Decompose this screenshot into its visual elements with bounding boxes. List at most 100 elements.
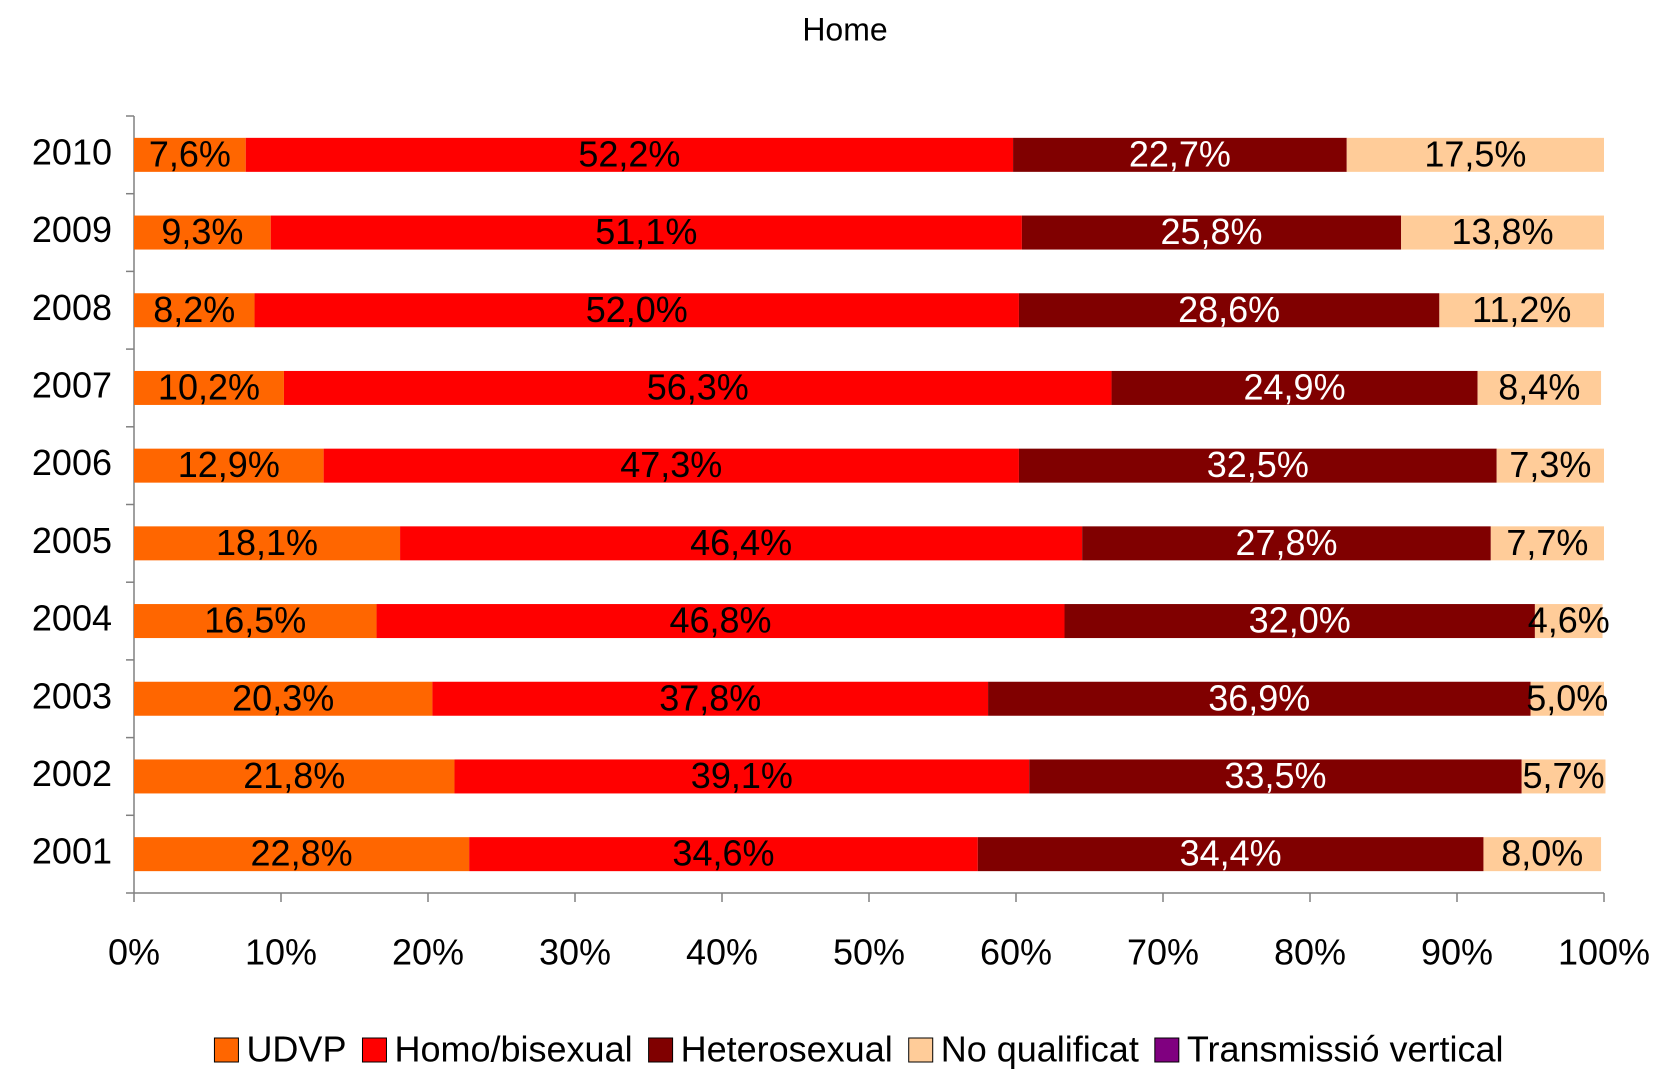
x-tick-label: 70% [1127, 932, 1199, 973]
data-label: 36,9% [1208, 677, 1310, 718]
bar-segment [134, 448, 324, 483]
data-label: 8,4% [1498, 366, 1580, 407]
legend-label: No qualificat [941, 1029, 1139, 1070]
bar-segment [270, 215, 1022, 250]
y-tick-label: 2005 [32, 520, 112, 561]
bar-segment [254, 293, 1019, 328]
legend-swatch [1154, 1037, 1180, 1063]
chart-title: Home [802, 11, 887, 47]
data-label: 17,5% [1424, 133, 1526, 174]
data-label: 20,3% [232, 677, 334, 718]
y-tick-label: 2008 [32, 287, 112, 328]
data-label: 32,5% [1207, 444, 1309, 485]
data-label: 22,7% [1129, 133, 1231, 174]
x-tick-label: 60% [980, 932, 1052, 973]
y-tick-label: 2002 [32, 753, 112, 794]
legend-label: Heterosexual [681, 1029, 893, 1070]
legend-swatch [908, 1037, 934, 1063]
data-label: 18,1% [216, 522, 318, 563]
legend-swatch [213, 1037, 239, 1063]
bar-segment [1013, 137, 1347, 172]
data-label: 47,3% [620, 444, 722, 485]
bar-segment [134, 604, 377, 639]
data-label: 7,7% [1506, 522, 1588, 563]
y-tick-label: 2003 [32, 675, 112, 716]
data-label: 8,2% [153, 289, 235, 330]
data-label: 5,0% [1526, 677, 1608, 718]
data-label: 12,9% [178, 444, 280, 485]
bar-segment [376, 604, 1065, 639]
bar-segment [1029, 759, 1522, 794]
bar-segment [988, 681, 1531, 716]
data-label: 16,5% [204, 600, 306, 641]
bar-segment [134, 293, 255, 328]
y-tick-label: 2006 [32, 442, 112, 483]
data-label: 33,5% [1224, 755, 1326, 796]
data-label: 22,8% [251, 833, 353, 874]
bar-segment [1483, 837, 1602, 872]
bar-segment [1401, 215, 1604, 250]
bar-segment [283, 370, 1112, 405]
bar-segment [1521, 759, 1606, 794]
x-tick-label: 100% [1558, 932, 1650, 973]
bar-segment [1111, 370, 1478, 405]
bar-segment [134, 681, 433, 716]
data-label: 10,2% [158, 366, 260, 407]
data-label: 46,4% [690, 522, 792, 563]
data-label: 8,0% [1501, 833, 1583, 874]
x-tick-label: 50% [833, 932, 905, 973]
data-label: 9,3% [161, 211, 243, 252]
data-label: 52,0% [586, 289, 688, 330]
data-label: 32,0% [1249, 600, 1351, 641]
bar-segment [432, 681, 989, 716]
data-label: 52,2% [578, 133, 680, 174]
bar-segment [1496, 448, 1604, 483]
data-label: 13,8% [1452, 211, 1554, 252]
x-tick-label: 80% [1274, 932, 1346, 973]
y-tick-label: 2001 [32, 831, 112, 872]
y-tick-label: 2004 [32, 598, 112, 639]
legend-label: Transmissió vertical [1187, 1029, 1504, 1070]
data-label: 25,8% [1160, 211, 1262, 252]
legend-swatch [648, 1037, 674, 1063]
legend-label: Homo/bisexual [394, 1029, 632, 1070]
bar-segment [323, 448, 1019, 483]
bar-segment [469, 837, 978, 872]
bar-segment [1534, 604, 1603, 639]
x-tick-label: 30% [539, 932, 611, 973]
y-tick-label: 2007 [32, 364, 112, 405]
bar-segment [454, 759, 1030, 794]
data-label: 28,6% [1178, 289, 1280, 330]
data-label: 51,1% [595, 211, 697, 252]
bar-segment [1021, 215, 1402, 250]
bar-segment [1018, 293, 1440, 328]
y-tick-label: 2010 [32, 131, 112, 172]
data-label: 34,4% [1180, 833, 1282, 874]
x-tick-label: 40% [686, 932, 758, 973]
legend-label: UDVP [246, 1029, 346, 1070]
bar-segment [1018, 448, 1497, 483]
bar-segment [977, 837, 1484, 872]
data-label: 7,6% [149, 133, 231, 174]
bar-segment [1082, 526, 1491, 561]
data-label: 5,7% [1523, 755, 1605, 796]
data-label: 34,6% [672, 833, 774, 874]
bar-segment [245, 137, 1014, 172]
bar-segment [134, 137, 246, 172]
data-label: 21,8% [243, 755, 345, 796]
data-label: 27,8% [1235, 522, 1337, 563]
x-tick-label: 10% [245, 932, 317, 973]
bar-segment [1530, 681, 1604, 716]
bar-segment [1439, 293, 1604, 328]
bar-segment [134, 526, 401, 561]
bar-segment [134, 837, 470, 872]
data-label: 24,9% [1244, 366, 1346, 407]
bar-segment [1346, 137, 1604, 172]
x-tick-label: 0% [108, 932, 160, 973]
x-tick-label: 20% [392, 932, 464, 973]
legend-swatch [361, 1037, 387, 1063]
data-label: 11,2% [1472, 289, 1571, 330]
data-label: 37,8% [659, 677, 761, 718]
